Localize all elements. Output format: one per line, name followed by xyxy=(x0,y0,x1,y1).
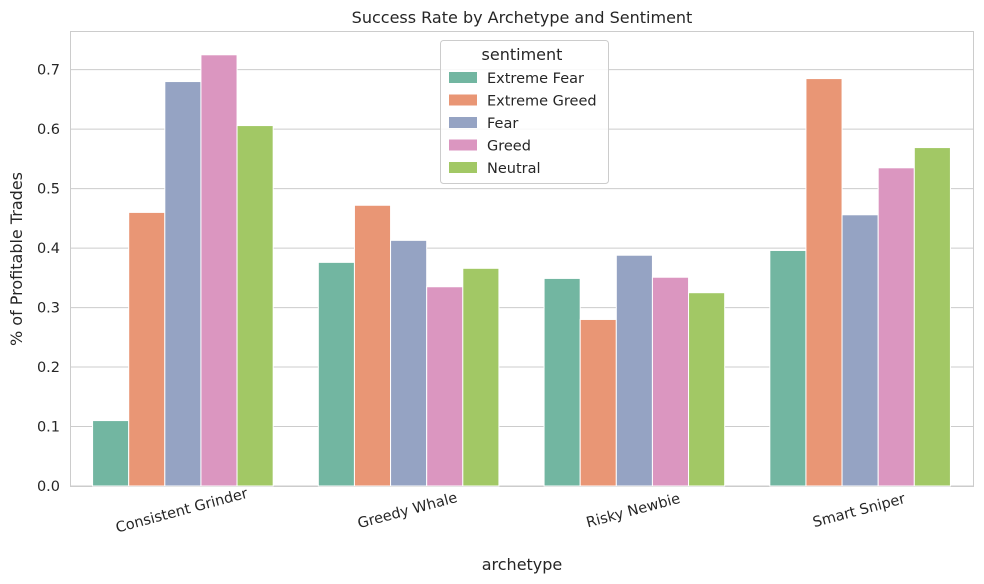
y-tick-label: 0.5 xyxy=(37,182,60,198)
x-tick-label: Greedy Whale xyxy=(356,490,459,532)
legend-swatch xyxy=(449,139,477,151)
legend-frame xyxy=(440,40,609,184)
legend-title: sentiment xyxy=(482,45,563,64)
x-tick-label: Risky Newbie xyxy=(585,491,682,531)
bars xyxy=(92,54,951,487)
legend-label: Fear xyxy=(487,116,518,132)
legend-swatch xyxy=(449,72,477,83)
bar xyxy=(615,254,653,487)
bar xyxy=(200,54,238,487)
bar xyxy=(688,292,726,487)
bar xyxy=(164,81,202,487)
bar xyxy=(128,211,166,487)
legend-label: Extreme Greed xyxy=(487,94,597,110)
bar xyxy=(317,261,355,487)
bar xyxy=(462,267,500,487)
legend: sentiment Extreme Fear Extreme Greed Fear G… xyxy=(440,40,609,184)
legend-label: Neutral xyxy=(487,161,541,177)
legend-swatch xyxy=(449,117,477,128)
x-tick-label: Smart Sniper xyxy=(811,491,907,531)
y-tick-label: 0.6 xyxy=(37,122,60,138)
y-tick-label: 0.2 xyxy=(37,360,60,376)
legend-label: Extreme Fear xyxy=(487,71,584,87)
bar xyxy=(651,276,690,487)
y-tick-label: 0.4 xyxy=(37,241,60,257)
bar xyxy=(92,420,130,487)
x-axis-label: archetype xyxy=(482,555,563,574)
y-axis-label: % of Profitable Trades xyxy=(7,172,26,346)
y-tick-label: 0.7 xyxy=(37,63,60,79)
y-tick-labels: 0.0 0.1 0.2 0.3 0.4 0.5 0.6 0.7 xyxy=(37,63,60,495)
bar xyxy=(543,277,581,487)
chart-title: Success Rate by Archetype and Sentiment xyxy=(352,8,693,27)
legend-swatch xyxy=(449,162,477,173)
legend-swatch xyxy=(449,94,477,106)
legend-label: Greed xyxy=(487,139,531,155)
bar xyxy=(426,286,464,487)
bar xyxy=(353,204,392,487)
x-tick-labels: Consistent Grinder Greedy Whale Risky Newb… xyxy=(114,486,907,537)
y-tick-label: 0.0 xyxy=(37,479,60,495)
bar xyxy=(841,214,879,487)
y-tick-label: 0.1 xyxy=(37,420,60,436)
bar xyxy=(390,239,428,487)
bar xyxy=(769,249,807,487)
y-tick-label: 0.3 xyxy=(37,301,60,317)
bar xyxy=(877,167,915,487)
bar xyxy=(913,147,951,487)
bar xyxy=(579,318,617,487)
x-tick-label: Consistent Grinder xyxy=(114,486,249,537)
bar xyxy=(805,78,843,487)
bar xyxy=(236,125,274,487)
